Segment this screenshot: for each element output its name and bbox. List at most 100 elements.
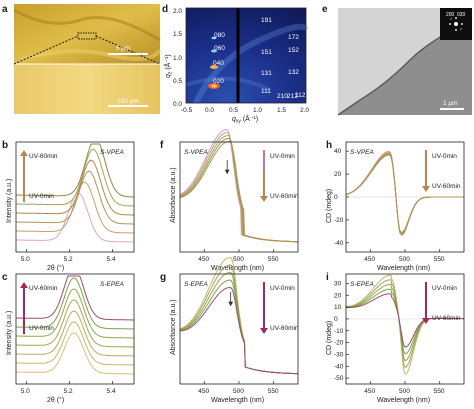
peak-060: 060 [214,45,225,52]
peak-151: 151 [261,49,272,56]
h-cd-curve-4 [345,154,464,233]
zoom-box [77,32,97,40]
i-xtick-2: 550 [434,388,445,395]
saed-spot-020: 020 [457,12,466,18]
peak-210: 210 [277,93,288,100]
i-ytick-5: -20 [334,340,344,347]
h-arrow-bottom-label: UV-60min [432,183,461,190]
i-ytick-2: 10 [334,304,342,311]
i-cd-curve-2 [346,284,464,361]
panel-f: f Wavelength (nm) Absorbance (a.u.) 450 500 5… [160,129,299,272]
d-xtick-3: 1.0 [253,107,262,114]
panel-label-b: b [2,140,8,151]
c-xtick-1: 5.2 [64,388,73,395]
h-xtick-2: 550 [434,256,445,263]
peak-152: 152 [288,47,299,54]
i-ytick-3: 0 [334,316,338,323]
panel-e: 200 020 1 µm e [322,4,473,116]
c-xrd-curve-4 [16,288,134,339]
peak-172: 172 [288,34,299,41]
f-sample-label: S-VPEA [184,149,208,156]
panel-i: i Wavelength (nm) CD (mdeg) 450 500 550 30 20 10… [326,272,465,404]
h-ytick-3: -20 [334,217,344,224]
i-uv-arrow-head [422,318,430,324]
i-ytick-4: -10 [334,328,344,335]
i-ylabel: CD (mdeg) [326,321,333,355]
panel-a: 5 µm 100 µm a [2,4,162,114]
g-xtick-2: 550 [268,388,279,395]
b-xrd-curve-5 [16,143,134,198]
f-uv-arrow-head [260,196,268,202]
g-sample-label: S-EPEA [184,281,208,288]
panel-g: g Wavelength (nm) Absorbance (a.u.) 450 500 5… [160,257,299,404]
d-xtick-1: 0.0 [205,107,214,114]
giwaxs-pattern [186,8,306,103]
c-xrd-curve-5 [16,277,134,330]
tem-scalebar-label: 1 µm [443,100,458,107]
panel-label-d: d [162,4,168,15]
peak-020: 020 [213,78,224,85]
f-xlabel: Wavelength (nm) [211,265,264,272]
spectra-plots: b 2θ (°) Intensity (a.u.) 5.0 5.2 5.4 S-VPEA UV… [2,129,465,404]
d-ytick-4: 0.0 [173,101,182,108]
panel-d: 191 080 060 040 020 172 151 131 111 152 … [162,4,309,125]
peak-212: 212 [287,93,298,100]
c-xtick-0: 5.0 [21,388,30,395]
peak-132: 132 [288,69,299,76]
c-xrd-curve-0 [16,332,134,375]
c-xrd-curve-3 [16,299,134,348]
f-xtick-1: 500 [233,256,244,263]
i-ytick-7: -40 [334,363,344,370]
f-arrow-top-label: UV-0min [270,153,295,160]
i-ytick-8: -50 [334,375,344,382]
b-xrd-curve-4 [16,148,134,207]
zoom-lines [13,35,161,65]
c-xtick-2: 5.4 [107,388,116,395]
f-xtick-2: 550 [268,256,279,263]
c-xlabel: 2θ (°) [47,396,64,404]
b-arrow-top-label: UV-60min [29,153,58,160]
h-ytick-2: 0 [334,194,338,201]
c-xrd-curve-2 [16,310,134,357]
h-xlabel: Wavelength (nm) [377,265,430,272]
i-cd-curve-4 [345,293,464,348]
d-ytick-0: 2.0 [173,8,182,15]
peak-040: 040 [213,60,224,67]
scalebar-top-label: 5 µm [116,45,131,52]
g-xtick-0: 450 [198,388,209,395]
peak-112: 112 [295,92,306,99]
h-cd-curve-1 [345,151,464,236]
d-xtick-4: 1.5 [277,107,286,114]
d-ylabel: qz (Å⁻¹) [163,54,174,78]
h-ytick-0: 40 [334,148,342,155]
f-abs-curve-4 [179,140,298,243]
i-arrow-top-label: UV-0min [432,285,457,292]
h-cd-curve-0 [345,150,464,236]
panel-label-e: e [322,4,328,15]
b-xrd-curve-3 [16,159,134,216]
h-xtick-0: 450 [364,256,375,263]
peak-131: 131 [261,70,272,77]
h-uv-arrow-head [422,186,430,192]
c-arrow-bottom-label: UV-0min [29,325,54,332]
i-ytick-0: 30 [334,280,342,287]
f-xtick-0: 450 [198,256,209,263]
d-xtick-2: 0.5 [229,107,238,114]
peak-191: 191 [261,17,272,24]
panel-b: b 2θ (°) Intensity (a.u.) 5.0 5.2 5.4 S-VPEA UV… [2,140,135,272]
h-ylabel: CD (mdeg) [326,189,333,223]
plot-frame [15,141,135,253]
i-xtick-0: 450 [364,388,375,395]
scalebar-bottom-label: 100 µm [117,98,139,105]
plot-frame [15,273,135,385]
d-xtick-5: 2.0 [300,107,309,114]
i-ytick-1: 20 [334,292,342,299]
h-cd-curve-2 [345,152,464,235]
d-xtick-0: -0.5 [181,107,193,114]
g-uv-arrow-head [260,328,268,334]
g-xlabel: Wavelength (nm) [211,397,264,404]
b-xtick-2: 5.4 [107,256,116,263]
g-arrow-top-label: UV-0min [270,285,295,292]
b-arrow-bottom-label: UV-0min [29,193,54,200]
